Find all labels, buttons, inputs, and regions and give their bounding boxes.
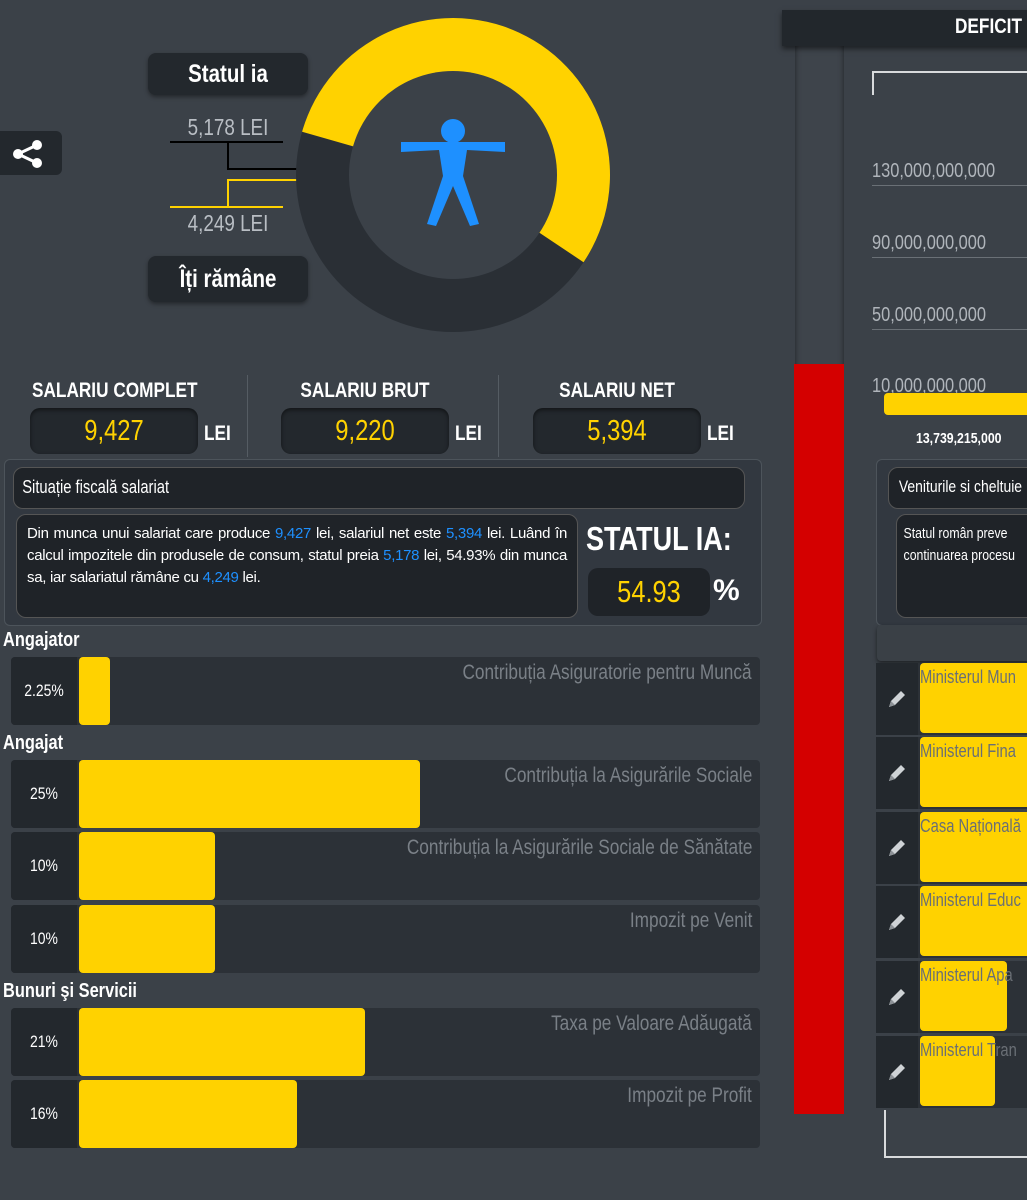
venituri-text-box: Statul român preve continuarea procesu (896, 514, 1027, 618)
tax-name: Contribuția Asiguratorie pentru Muncă (462, 661, 752, 684)
person-icon (401, 119, 505, 226)
tax-row-tva: 21% Taxa pe Valoare Adăugată (11, 1008, 760, 1076)
tax-bar-fill (79, 905, 215, 973)
pencil-icon (889, 691, 905, 707)
share-icon (13, 140, 42, 168)
statul-ia-percent: 54.93 (588, 568, 710, 616)
ministry-bar-fill (920, 961, 1007, 1031)
situatie-text-box: Din munca unui salariat care produce 9,4… (16, 514, 578, 618)
venituri-title: Veniturile si cheltuie (898, 477, 1023, 496)
tax-pct: 2.25% (11, 657, 77, 725)
ministry-row: Ministerul Educ (876, 886, 1027, 958)
tax-row-cas: 25% Contribuția la Asigurările Sociale (11, 760, 760, 828)
angajator-heading: Angajator (3, 629, 80, 651)
chart-bracket (872, 71, 1027, 95)
edit-button[interactable] (876, 737, 918, 809)
donut-connectors (170, 141, 323, 208)
pencil-icon (889, 765, 905, 781)
tax-row-cam: 2.25% Contribuția Asiguratorie pentru Mu… (11, 657, 760, 725)
tax-bar-fill (79, 760, 420, 828)
bottom-bracket (884, 1110, 1027, 1158)
ministry-bar-fill (920, 737, 1027, 807)
venituri-header[interactable]: Veniturile si cheltuie (888, 467, 1027, 509)
y-tick-10b: 10,000,000,000 (872, 375, 987, 397)
taken-label: Statul ia (188, 60, 268, 88)
ministry-name: Ministerul Mun (920, 667, 1016, 687)
salariu-complet-value: 9,427 (30, 408, 198, 454)
tax-pct: 10% (11, 832, 77, 900)
tax-donut-chart (296, 18, 610, 332)
statul-ia-label: STATUL IA: (586, 520, 732, 557)
tax-row-impozit-venit: 10% Impozit pe Venit (11, 905, 760, 973)
remaining-label-bubble: Îți rămâne (148, 256, 308, 302)
ministry-row: Ministerul Fina (876, 737, 1027, 809)
pencil-icon (889, 1064, 905, 1080)
ministry-bar-fill (920, 886, 1027, 956)
salariu-brut-unit: LEI (455, 422, 482, 445)
y-tick-130b: 130,000,000,000 (872, 160, 996, 182)
share-button[interactable] (0, 131, 62, 175)
salariu-net-title: SALARIU NET (559, 379, 675, 402)
y-tick-50b: 50,000,000,000 (872, 304, 987, 326)
ministry-name: Ministerul Fina (920, 741, 1016, 761)
edit-button[interactable] (876, 961, 918, 1033)
edit-button[interactable] (876, 886, 918, 958)
ministry-name: Ministerul Tran (920, 1040, 1017, 1060)
edit-button[interactable] (876, 663, 918, 735)
tax-row-cass: 10% Contribuția la Asigurările Sociale d… (11, 832, 760, 900)
bunuri-heading: Bunuri şi Servicii (3, 980, 137, 1002)
ministry-row: Ministerul Apa (876, 961, 1027, 1033)
salariu-net-unit: LEI (707, 422, 734, 445)
deficit-bar-value: 13,739,215,000 (916, 430, 1002, 447)
pencil-icon (889, 840, 905, 856)
salariu-brut-title: SALARIU BRUT (300, 379, 430, 402)
edit-button[interactable] (876, 1036, 918, 1108)
percent-sign: % (713, 574, 740, 607)
deficit-red-bar (794, 364, 844, 1114)
ministry-row: Ministerul Mun (876, 663, 1027, 735)
tax-name: Contribuția la Asigurările Sociale de Să… (406, 836, 752, 859)
remaining-label: Îți rămâne (179, 265, 277, 293)
ministry-row: Casa Națională (876, 812, 1027, 884)
tax-pct: 21% (11, 1008, 77, 1076)
pencil-icon (889, 914, 905, 930)
salariu-complet-unit: LEI (204, 422, 231, 445)
tax-name: Contribuția la Asigurările Sociale (504, 764, 752, 787)
taken-value: 5,178 LEI (187, 114, 269, 140)
deficit-title: DEFICIT B (955, 15, 1027, 38)
salariu-net-value: 5,394 (533, 408, 701, 454)
remaining-value: 4,249 LEI (187, 210, 269, 236)
ministry-name: Ministerul Apa (920, 965, 1013, 985)
situatie-title: Situație fiscală salariat (22, 477, 170, 497)
y-tick-90b: 90,000,000,000 (872, 232, 987, 254)
ministries-header (877, 625, 1027, 661)
tax-bar-fill (79, 1080, 297, 1148)
salariu-brut-value: 9,220 (281, 408, 449, 454)
angajat-heading: Angajat (3, 732, 64, 754)
tax-name: Impozit pe Profit (627, 1084, 752, 1107)
situatie-header[interactable]: Situație fiscală salariat (13, 467, 745, 509)
taken-label-bubble: Statul ia (148, 53, 308, 95)
deficit-header-bar (782, 10, 1027, 46)
tax-pct: 16% (11, 1080, 77, 1148)
pencil-icon (889, 989, 905, 1005)
ministry-bar-fill (920, 1036, 995, 1106)
ministry-bar-fill (920, 663, 1027, 733)
tax-pct: 10% (11, 905, 77, 973)
situatie-text: Din munca unui salariat care produce 9,4… (27, 525, 567, 586)
ministry-row: Ministerul Tran (876, 1036, 1027, 1108)
edit-button[interactable] (876, 812, 918, 884)
tax-name: Impozit pe Venit (629, 909, 752, 932)
tax-name: Taxa pe Valoare Adăugată (551, 1012, 752, 1035)
tax-bar-fill (79, 657, 110, 725)
tax-pct: 25% (11, 760, 77, 828)
ministry-name: Ministerul Educ (920, 890, 1021, 910)
tax-row-impozit-profit: 16% Impozit pe Profit (11, 1080, 760, 1148)
deficit-bar (884, 393, 1027, 415)
tax-bar-fill (79, 1008, 365, 1076)
ministry-bar-fill (920, 812, 1027, 882)
tax-bar-fill (79, 832, 215, 900)
ministry-name: Casa Națională (920, 816, 1021, 836)
salariu-complet-title: SALARIU COMPLET (32, 379, 198, 402)
